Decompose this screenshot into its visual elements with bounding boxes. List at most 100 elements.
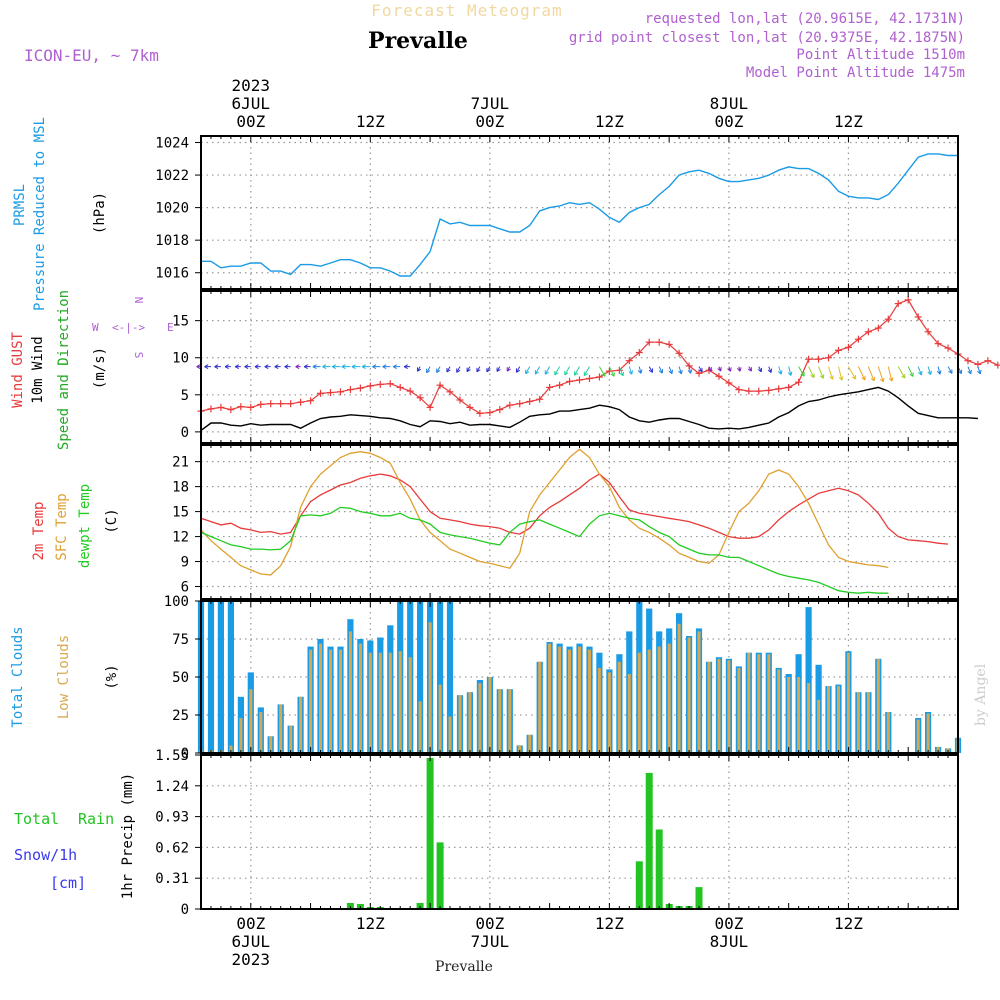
wind-direction-arrow — [446, 366, 451, 373]
wind-direction-arrow — [887, 366, 894, 382]
low-cloud-bar — [916, 719, 920, 753]
low-cloud-bar — [538, 661, 542, 753]
low-cloud-bar — [528, 734, 532, 753]
low-cloud-bar — [418, 701, 422, 753]
low-cloud-bar — [797, 677, 801, 753]
wind-direction-arrow — [897, 366, 906, 379]
pressure-label-prmsl: PRMSL — [12, 184, 28, 226]
low-cloud-bar — [269, 736, 273, 753]
bottom-time-label: 8JUL — [710, 932, 749, 951]
gust-marker — [566, 377, 574, 385]
gust-marker — [546, 383, 554, 391]
bottom-time-label: 12Z — [356, 914, 385, 933]
wind-direction-arrow — [426, 366, 431, 374]
gust-marker — [805, 355, 813, 363]
gust-marker — [635, 349, 643, 357]
station-title: Prevalle — [368, 28, 468, 54]
gust-marker — [287, 400, 295, 408]
wind-direction-arrow — [877, 366, 885, 383]
low-cloud-bar — [568, 649, 571, 753]
low-cloud-bar — [846, 652, 850, 753]
rain-bar — [695, 887, 703, 909]
wind-direction-arrow — [274, 364, 281, 369]
wind-direction-arrow — [322, 364, 331, 369]
bottom-time-label: 00Z — [714, 914, 743, 933]
y-tick-label: 75 — [172, 632, 189, 648]
y-tick-label: 6 — [181, 580, 189, 596]
top-time-label: 00Z — [236, 112, 265, 131]
gust-marker — [576, 376, 583, 384]
total-cloud-bar — [217, 601, 224, 753]
wind-direction-arrow — [476, 366, 481, 373]
gust-marker — [267, 400, 275, 408]
grid-coords: grid point closest lon,lat (20.9375E, 42… — [569, 30, 965, 46]
wind-line — [200, 386, 978, 431]
gust-marker — [376, 380, 384, 388]
wind-direction-arrow — [857, 366, 866, 381]
watermark: by Angel — [973, 663, 989, 726]
y-tick-label: 1016 — [155, 266, 189, 282]
total-cloud-bar — [805, 607, 812, 753]
model-altitude: Model Point Altitude 1475m — [746, 65, 965, 81]
low-cloud-bar — [259, 712, 263, 753]
wind-direction-arrow — [658, 366, 664, 374]
gust-marker — [725, 379, 733, 387]
low-cloud-bar — [558, 646, 562, 753]
temp-unit: (C) — [104, 508, 120, 533]
low-cloud-bar — [448, 716, 452, 753]
low-cloud-bar — [368, 652, 372, 753]
gust-marker — [356, 384, 364, 392]
point-altitude: Point Altitude 1510m — [796, 47, 965, 63]
gust-marker — [655, 338, 663, 346]
gust-marker — [595, 373, 603, 381]
wind-direction-arrow — [341, 364, 351, 369]
wind-direction-arrow — [608, 366, 615, 377]
bottom-time-label: 00Z — [475, 914, 504, 933]
panel-frame — [200, 444, 959, 600]
bottom-time-label: 2023 — [232, 950, 271, 969]
wind-gust-label: Wind GUST — [10, 332, 26, 408]
rain-bar — [635, 861, 643, 909]
y-tick-label: 15 — [172, 314, 189, 330]
snow-unit-label: [cm] — [50, 874, 86, 892]
low-cloud-bar — [229, 745, 233, 753]
wind-direction-arrow — [777, 366, 783, 375]
pressure-unit: (hPa) — [92, 192, 108, 234]
low-cloud-bar — [348, 631, 352, 753]
low-cloud-bar — [468, 692, 472, 753]
rain-bar — [655, 829, 663, 909]
wind-unit: (m/s) — [92, 347, 108, 389]
gust-marker — [506, 401, 514, 409]
gust-marker — [695, 369, 703, 377]
low-cloud-bar — [647, 649, 651, 753]
low-cloud-bar — [508, 689, 512, 753]
wind-direction-arrow — [787, 366, 793, 376]
gust-marker — [854, 335, 862, 343]
wind-direction-arrow — [947, 366, 953, 374]
wind-direction-arrow — [767, 366, 773, 373]
wind-direction-arrow — [818, 366, 825, 379]
wind-direction-arrow — [967, 366, 972, 375]
low-cloud-bar — [727, 660, 731, 753]
wind-direction-arrow — [416, 366, 422, 372]
low-cloud-bar — [777, 669, 781, 753]
gust-marker — [307, 397, 315, 405]
dewpt-line — [200, 506, 889, 594]
y-tick-label: 0 — [181, 425, 189, 441]
low-cloud-bar — [627, 674, 631, 753]
wind-direction-arrow — [867, 366, 876, 382]
gust-marker — [326, 389, 334, 397]
wind-direction-arrow — [506, 366, 511, 372]
rain-bar — [436, 842, 444, 909]
bottom-time-label: 00Z — [236, 914, 265, 933]
rain-bar — [645, 772, 653, 909]
total-cloud-bar — [437, 601, 444, 753]
low-cloud-bar — [677, 623, 681, 753]
y-tick-label: 1022 — [155, 168, 189, 184]
gust-marker — [625, 357, 633, 365]
footer-station: Prevalle — [435, 959, 493, 975]
wind-direction-arrow — [583, 366, 590, 377]
bottom-time-label: 12Z — [595, 914, 624, 933]
temp-sfc-line — [200, 448, 889, 576]
wind-direction-arrow — [466, 366, 471, 373]
